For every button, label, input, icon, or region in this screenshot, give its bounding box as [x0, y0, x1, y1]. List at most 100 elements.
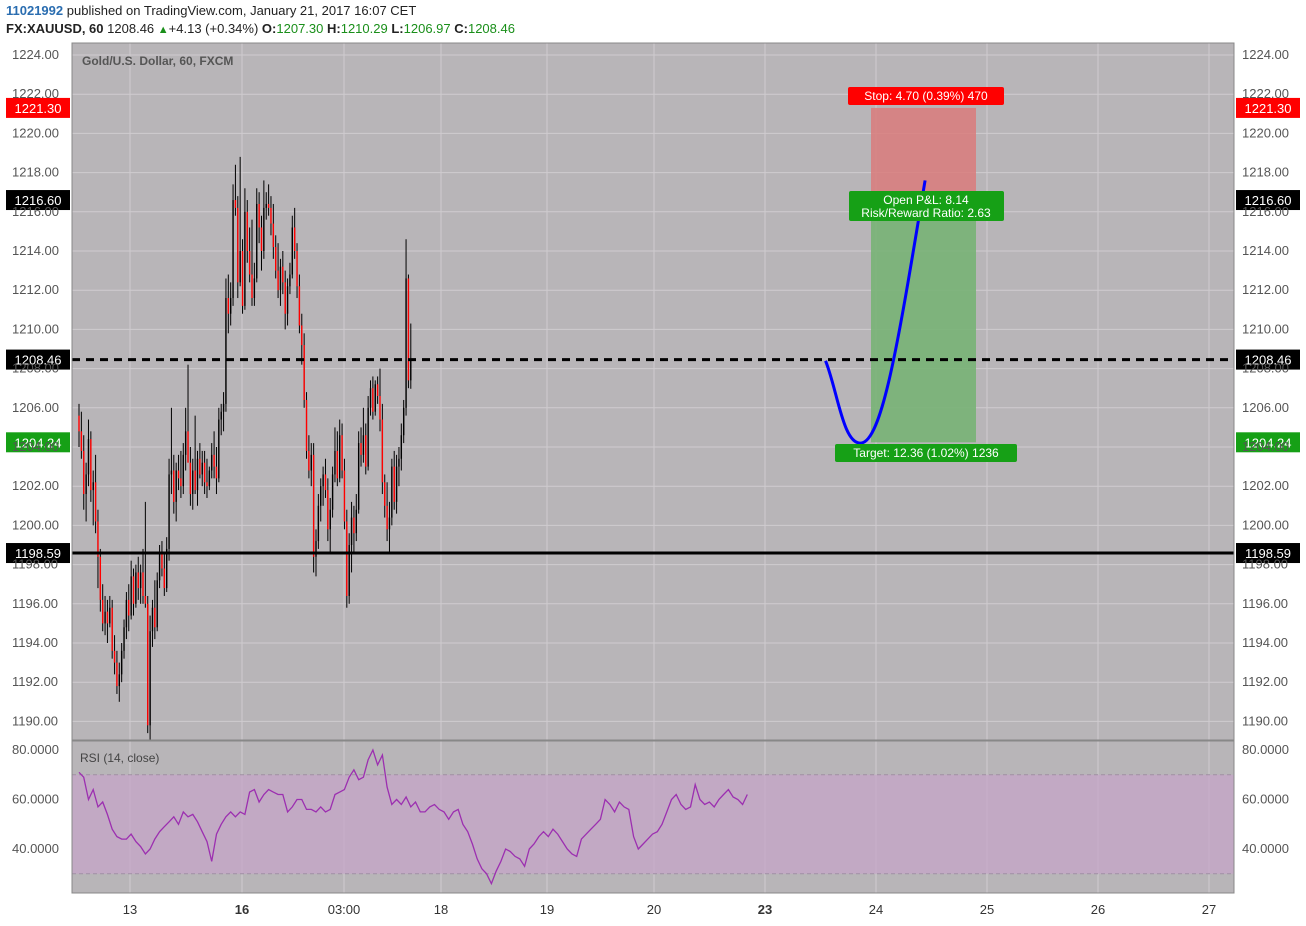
- candle-body: [144, 595, 147, 604]
- candle-body: [184, 431, 187, 455]
- candle-body: [106, 611, 109, 624]
- x-tick-label: 26: [1091, 902, 1105, 917]
- candle-body: [384, 482, 386, 506]
- price-tag-left: [6, 97, 70, 118]
- y-tick-label-left: 1216.00: [12, 204, 59, 219]
- candle-body: [279, 266, 282, 291]
- candle-body: [395, 466, 398, 502]
- publish-info: 11021992 published on TradingView.com, J…: [6, 3, 416, 18]
- y-tick-label-right: 1224.00: [1242, 47, 1289, 62]
- candle-body: [393, 466, 395, 502]
- rsi-tick-label-left: 80.0000: [12, 742, 59, 757]
- target-label: Target: 12.36 (1.02%) 1236: [853, 446, 999, 460]
- price-change: +4.13 (+0.34%): [168, 21, 259, 36]
- x-tick-label: 24: [869, 902, 883, 917]
- candle-body: [111, 607, 113, 651]
- price-tag-left: [6, 543, 70, 564]
- candle-body: [251, 274, 253, 299]
- y-tick-label-left: 1206.00: [12, 400, 59, 415]
- candle-body: [85, 474, 87, 495]
- y-tick-label-right: 1198.00: [1242, 557, 1288, 572]
- candle-body: [113, 650, 116, 663]
- y-tick-label-left: 1208.00: [12, 361, 59, 376]
- candle-body: [239, 251, 241, 283]
- candle-body: [272, 223, 275, 248]
- candle-body: [175, 470, 177, 502]
- y-tick-label-left: 1210.00: [12, 321, 59, 336]
- candle-body: [78, 415, 80, 432]
- candle-body: [402, 407, 405, 436]
- candle-body: [142, 572, 144, 596]
- candle-body: [379, 396, 381, 420]
- price-tag-label-right: 1216.60: [1245, 193, 1292, 208]
- candle-body: [376, 384, 379, 397]
- y-tick-label-left: 1224.00: [12, 47, 59, 62]
- price-tag-right: [1236, 349, 1300, 370]
- candle-body: [125, 599, 128, 628]
- candle-body: [260, 227, 263, 251]
- candle-body: [213, 454, 215, 467]
- y-tick-label-right: 1196.00: [1242, 596, 1288, 611]
- y-tick-label-right: 1200.00: [1242, 517, 1289, 532]
- candle-body: [372, 388, 374, 412]
- symbol-name: FX:XAUUSD, 60: [6, 21, 104, 36]
- target-zone: [871, 200, 976, 443]
- candle-body: [161, 552, 163, 569]
- y-tick-label-left: 1222.00: [12, 86, 59, 101]
- candle-body: [139, 572, 142, 589]
- rr-label: Risk/Reward Ratio: 2.63: [861, 206, 991, 220]
- x-tick-label: 23: [758, 902, 772, 917]
- author-id[interactable]: 11021992: [6, 3, 64, 18]
- open-value: 1207.30: [276, 21, 324, 36]
- y-tick-label-right: 1210.00: [1242, 321, 1289, 336]
- price-tag-right: [1236, 97, 1300, 118]
- candle-body: [87, 439, 90, 475]
- price-tag-left: [6, 432, 70, 453]
- candle-body: [320, 486, 322, 506]
- candle-body: [265, 203, 267, 208]
- price-tag-right: [1236, 543, 1300, 564]
- candle-body: [391, 466, 393, 518]
- candle-body: [256, 203, 258, 279]
- candle-body: [343, 470, 346, 522]
- candle-body: [208, 470, 211, 487]
- candle-body: [151, 607, 154, 632]
- candle-body: [130, 576, 132, 616]
- candle-body: [156, 580, 158, 628]
- candle-body: [357, 443, 360, 510]
- close-value: 1208.46: [467, 21, 515, 36]
- price-tag-label-left: 1198.59: [15, 546, 61, 561]
- y-tick-label-right: 1202.00: [1242, 478, 1289, 493]
- candle-body: [196, 458, 199, 491]
- price-tag-right: [1236, 190, 1300, 211]
- candle-body: [400, 435, 403, 459]
- candle-body: [104, 611, 106, 624]
- open-label: O:: [261, 21, 277, 36]
- rsi-band-fill: [72, 774, 1234, 874]
- candle-body: [116, 662, 118, 687]
- candle-body: [173, 470, 175, 502]
- candle-body: [244, 211, 246, 306]
- candle-body: [237, 207, 239, 283]
- candle-body: [220, 411, 222, 420]
- y-tick-label-left: 1214.00: [12, 243, 59, 258]
- candle-body: [222, 403, 225, 412]
- y-tick-label-right: 1212.00: [1242, 282, 1289, 297]
- y-tick-label-right: 1220.00: [1242, 125, 1289, 140]
- low-label: L:: [391, 21, 404, 36]
- candle-body: [199, 458, 201, 475]
- y-tick-label-right: 1214.00: [1242, 243, 1289, 258]
- candle-body: [170, 470, 173, 475]
- candle-body: [258, 203, 260, 228]
- y-tick-label-left: 1200.00: [12, 517, 59, 532]
- candle-body: [232, 200, 234, 299]
- candle-body: [360, 443, 362, 455]
- candle-body: [293, 227, 296, 251]
- x-tick-label: 18: [434, 902, 448, 917]
- candle-body: [102, 599, 104, 624]
- rsi-tick-label-left: 60.0000: [12, 792, 59, 807]
- candle-body: [158, 552, 161, 581]
- projection-curve-group[interactable]: [824, 180, 927, 445]
